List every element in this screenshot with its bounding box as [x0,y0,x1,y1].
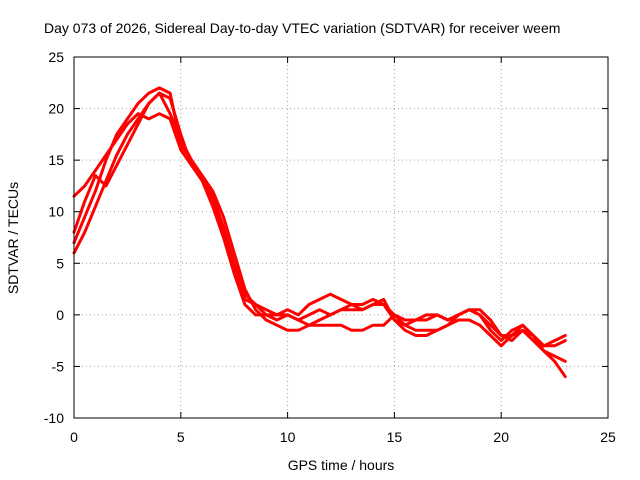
y-tick-label: 20 [48,101,64,117]
y-axis-label: SDTVAR / TECUs [5,182,21,294]
x-tick-label: 25 [600,429,616,445]
y-tick-label: -5 [52,358,65,374]
data-series [72,86,567,379]
y-tick-label: 5 [56,255,64,271]
axis-ticks [73,56,609,419]
chart-title: Day 073 of 2026, Sidereal Day-to-day VTE… [44,20,560,36]
x-axis-label: GPS time / hours [288,457,395,473]
y-tick-label: 15 [48,152,64,168]
y-tick-labels: -10 -5 0 5 10 15 20 25 [44,49,64,426]
series-line-track-2 [72,86,567,363]
x-tick-label: 15 [387,429,403,445]
x-tick-label: 20 [493,429,509,445]
y-tick-label: 10 [48,204,64,220]
x-tick-label: 5 [177,429,185,445]
x-tick-label: 10 [280,429,296,445]
x-tick-label: 0 [70,429,78,445]
series-line-track-4 [72,112,567,348]
series-line-track-3 [72,91,567,348]
x-tick-labels: 0 5 10 15 20 25 [70,429,616,445]
y-tick-label: -10 [44,410,64,426]
grid-lines [74,57,608,418]
y-tick-label: 25 [48,49,64,65]
plot-frame [73,56,609,419]
series-line-track-1 [72,91,567,379]
y-tick-label: 0 [56,307,64,323]
